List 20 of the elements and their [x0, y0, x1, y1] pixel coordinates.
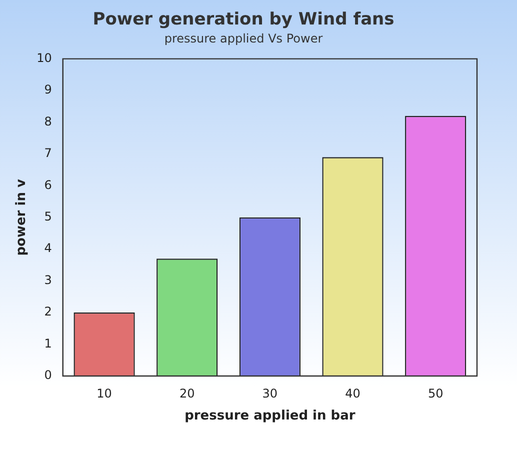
y-tick-label: 9	[44, 82, 52, 97]
y-tick-label: 3	[44, 272, 52, 287]
y-tick-label: 2	[44, 304, 52, 319]
y-tick-label: 8	[44, 114, 52, 128]
y-tick-label: 4	[44, 241, 52, 256]
x-tick-label: 40	[345, 386, 360, 400]
y-tick-label: 6	[44, 178, 52, 192]
x-axis-title: pressure applied in bar	[184, 408, 356, 424]
x-tick-label: 30	[262, 386, 278, 400]
x-tick-label: 50	[428, 386, 444, 400]
chart-subtitle: pressure applied Vs Power	[164, 32, 323, 46]
y-tick-label: 7	[44, 146, 52, 160]
y-tick-label: 1	[44, 336, 52, 350]
x-tick-label: 10	[96, 386, 112, 400]
y-axis-title: power in v	[14, 178, 30, 256]
y-tick-label: 10	[36, 50, 52, 65]
y-tick-label: 5	[44, 210, 52, 224]
chart-title: Power generation by Wind fans	[92, 10, 394, 30]
x-tick-label: 20	[179, 386, 195, 400]
y-tick-label: 0	[44, 368, 52, 382]
